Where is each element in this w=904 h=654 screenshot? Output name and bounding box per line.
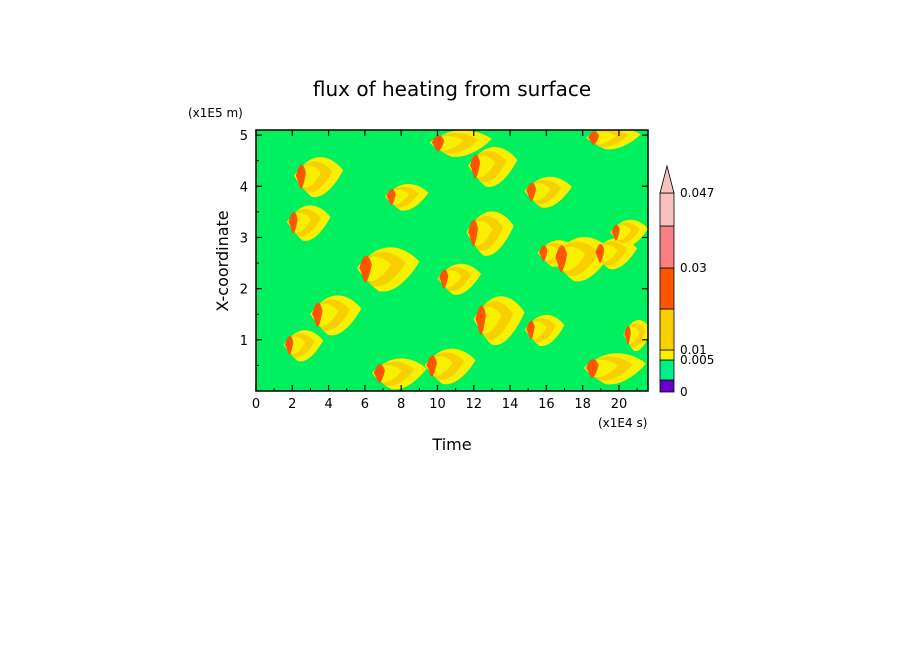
heat-blob xyxy=(583,353,647,385)
heat-blob xyxy=(610,219,648,247)
y-tick-label: 2 xyxy=(240,283,248,298)
y-tick-label: 1 xyxy=(240,334,248,349)
colorbar-label: 0 xyxy=(680,385,688,399)
colorbar-segment xyxy=(659,225,675,269)
x-tick-label: 2 xyxy=(288,397,296,412)
heat-blob-contour xyxy=(295,164,306,189)
heat-blob xyxy=(356,247,420,292)
heat-blob-contour xyxy=(587,131,600,145)
heat-blob xyxy=(466,211,514,256)
heat-blob-contour xyxy=(312,302,323,327)
heat-blob-contour xyxy=(439,269,449,289)
heat-blob xyxy=(384,183,429,211)
heat-blob-contour xyxy=(611,224,620,241)
y-axis-unit: (x1E5 m) xyxy=(188,106,243,120)
y-ticks: 1 2 3 4 5 xyxy=(240,129,648,366)
x-tick-label: 6 xyxy=(361,397,369,412)
colorbar-extend-arrow xyxy=(659,164,675,194)
heat-blob xyxy=(585,130,641,150)
heat-blobs xyxy=(283,130,648,390)
heat-blob xyxy=(623,320,648,352)
colorbar-segment xyxy=(659,359,675,381)
heat-blob xyxy=(473,296,525,346)
colorbar-segment xyxy=(659,267,675,310)
heat-blob-contour xyxy=(555,245,568,273)
heat-blob-contour xyxy=(469,154,481,179)
heat-blob-contour xyxy=(468,219,478,247)
colorbar-segment xyxy=(659,192,675,227)
y-axis-label: X-coordinate xyxy=(213,210,232,311)
x-ticks: 0 2 4 6 8 10 12 14 16 18 20 xyxy=(252,130,638,412)
heat-blob-contour xyxy=(431,135,445,152)
colorbar-label: 0.03 xyxy=(680,261,707,275)
y-tick-label: 5 xyxy=(240,129,248,144)
x-tick-label: 18 xyxy=(574,397,591,412)
heat-blob-contour xyxy=(595,244,605,263)
heat-blob-contour xyxy=(386,188,396,205)
x-tick-label: 8 xyxy=(397,397,405,412)
x-tick-label: 12 xyxy=(466,397,483,412)
heat-blob-contour xyxy=(538,245,548,262)
heat-blob-contour xyxy=(526,182,537,202)
colorbar-label: 0.01 xyxy=(680,343,707,357)
heat-blob xyxy=(293,157,344,198)
heat-blob-contour xyxy=(475,305,486,335)
colorbar-segment xyxy=(659,379,675,393)
heat-blob-contour xyxy=(373,364,385,383)
chart-title: flux of heating from surface xyxy=(313,77,591,101)
colorbar-segment xyxy=(659,308,675,351)
x-tick-label: 14 xyxy=(502,397,519,412)
heat-blob xyxy=(371,358,427,390)
colorbar-segment xyxy=(659,349,675,361)
heat-blob xyxy=(524,314,565,347)
heat-blob-contour xyxy=(288,212,298,234)
heat-blob xyxy=(429,130,492,157)
heat-blob xyxy=(437,263,482,295)
heat-blob xyxy=(310,295,362,336)
heat-blob xyxy=(286,205,331,241)
y-tick-label: 4 xyxy=(240,180,248,195)
plot-frame xyxy=(255,129,649,392)
heat-blob-contour xyxy=(624,325,631,345)
colorbar-label: 0.005 xyxy=(680,353,714,367)
heat-blob xyxy=(524,176,572,208)
heat-blob xyxy=(424,348,476,385)
x-axis-label: Time xyxy=(431,435,471,454)
heat-blob-contour xyxy=(284,336,294,355)
y-tick-label: 3 xyxy=(240,231,248,246)
x-tick-label: 20 xyxy=(611,397,628,412)
heat-blob-contour xyxy=(586,359,599,378)
heat-blob-contour xyxy=(526,320,535,340)
heat-blob xyxy=(468,146,518,187)
heat-blob-contour xyxy=(426,355,437,377)
plot-area xyxy=(256,130,648,391)
x-tick-label: 0 xyxy=(252,397,260,412)
x-tick-label: 16 xyxy=(538,397,555,412)
heat-blob xyxy=(283,330,324,362)
x-axis-unit: (x1E4 s) xyxy=(598,416,647,430)
x-tick-label: 10 xyxy=(429,397,446,412)
colorbar-label: 0.047 xyxy=(680,186,714,200)
x-tick-label: 4 xyxy=(324,397,332,412)
heat-blob-contour xyxy=(359,255,372,283)
